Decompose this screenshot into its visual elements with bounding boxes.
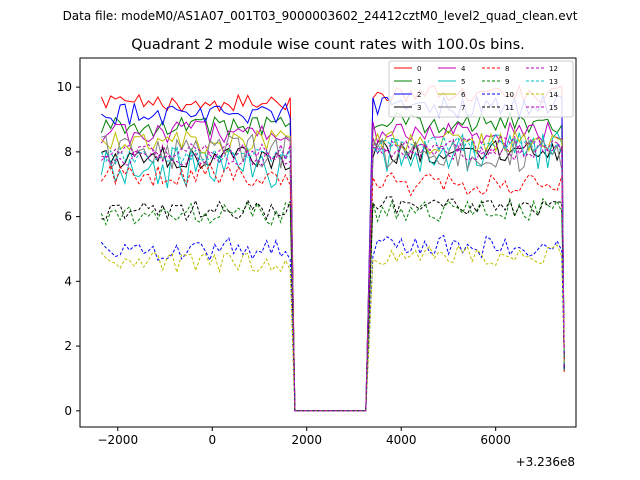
y-tick-label: 10 xyxy=(57,80,72,94)
legend-label-15: 15 xyxy=(549,104,558,112)
legend-label-7: 7 xyxy=(461,104,465,112)
x-tick-label: 2000 xyxy=(291,433,322,447)
legend-label-5: 5 xyxy=(461,78,465,86)
y-tick-label: 6 xyxy=(64,210,72,224)
legend-label-13: 13 xyxy=(549,78,558,86)
legend-label-0: 0 xyxy=(417,65,421,73)
legend-label-11: 11 xyxy=(505,104,514,112)
chart-title: Quadrant 2 module wise count rates with … xyxy=(131,37,525,53)
figure-suptitle: Data file: modeM0/AS1A07_001T03_90000036… xyxy=(63,9,578,23)
x-tick-label: 0 xyxy=(208,433,216,447)
series-lines xyxy=(100,84,565,412)
legend-label-12: 12 xyxy=(549,65,558,73)
legend-label-6: 6 xyxy=(461,91,466,99)
x-tick-label: 4000 xyxy=(386,433,417,447)
legend-label-9: 9 xyxy=(505,78,509,86)
legend-label-4: 4 xyxy=(461,65,466,73)
x-offset-label: +3.236e8 xyxy=(516,455,575,469)
legend-label-14: 14 xyxy=(549,91,558,99)
legend-label-10: 10 xyxy=(505,91,514,99)
series-line-9 xyxy=(100,197,565,412)
series-line-15 xyxy=(101,135,565,412)
x-tick-label: 6000 xyxy=(480,433,511,447)
legend-label-1: 1 xyxy=(417,78,421,86)
plot-frame xyxy=(79,57,577,428)
x-tick-label: −2000 xyxy=(97,433,138,447)
y-tick-label: 8 xyxy=(64,145,72,159)
legend-label-8: 8 xyxy=(505,65,509,73)
legend-label-3: 3 xyxy=(417,104,421,112)
legend-box xyxy=(388,60,574,118)
x-axis: −2000 0 2000 4000 6000 xyxy=(97,427,511,447)
y-axis: 0 2 4 6 8 10 xyxy=(57,80,80,418)
legend-label-2: 2 xyxy=(417,91,421,99)
y-tick-label: 0 xyxy=(64,404,72,418)
y-tick-label: 2 xyxy=(64,339,72,353)
y-tick-label: 4 xyxy=(64,274,72,288)
